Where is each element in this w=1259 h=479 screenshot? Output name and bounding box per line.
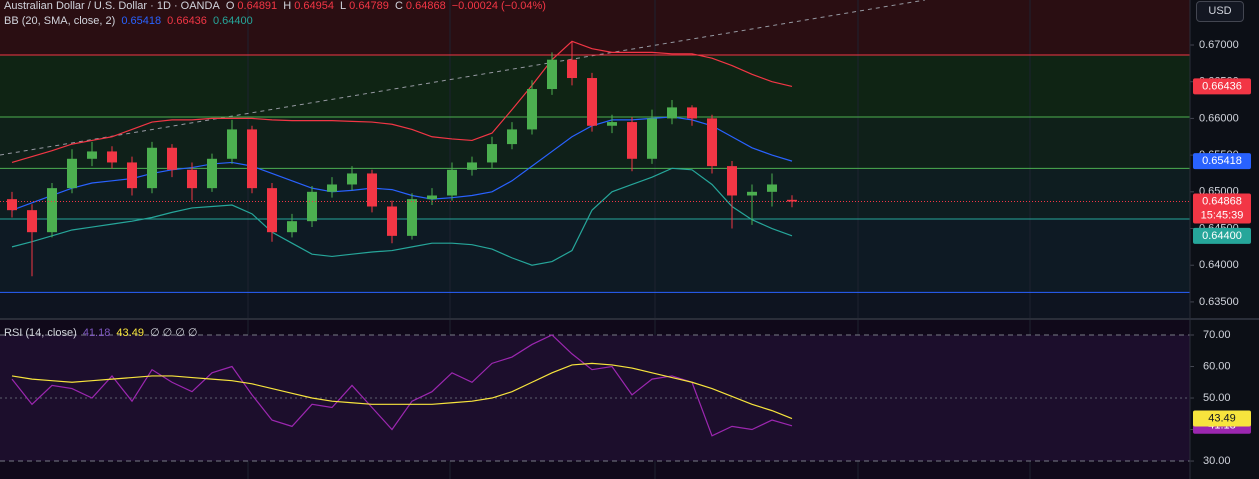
bb-value: 0.66436 — [167, 15, 207, 27]
candle-body — [787, 199, 797, 202]
ohlc-value: 0.64868 — [405, 0, 446, 12]
ohlc-label: H — [283, 0, 292, 12]
ohlc-value: 0.64789 — [349, 0, 389, 12]
y-tick-label: 70.00 — [1203, 329, 1231, 341]
ohlc-label: L — [340, 0, 347, 12]
candle-body — [647, 118, 657, 159]
candle-body — [187, 169, 197, 189]
series-badge-bg — [1193, 410, 1251, 427]
bb-value: 0.65418 — [121, 15, 162, 27]
rsi-legend: RSI (14, close) 41.18 43.49 ∅ ∅ ∅ ∅ — [4, 326, 201, 339]
currency-button[interactable]: USD — [1196, 1, 1244, 22]
y-tick-label: 60.00 — [1203, 360, 1231, 372]
indicator-line — [11, 362, 793, 420]
bb-legend: BB (20, SMA, close, 2) 0.65418 0.66436 0… — [4, 15, 256, 27]
series-badge-bg — [1193, 78, 1251, 95]
rsi-title: RSI (14, close) — [4, 327, 77, 339]
candle-body — [427, 195, 437, 200]
candle-body — [147, 147, 157, 189]
candle-body — [547, 59, 557, 90]
y-tick-label: 0.64000 — [1199, 259, 1239, 271]
candle-body — [567, 59, 577, 79]
candle-body — [287, 221, 297, 233]
candle-body — [227, 129, 237, 159]
y-tick-label: 0.66000 — [1199, 112, 1239, 124]
price-badge-bg — [1193, 193, 1251, 224]
candle-body — [387, 206, 397, 236]
series-badge: 0.66436 — [1202, 80, 1242, 92]
y-tick-label: 0.67000 — [1199, 39, 1239, 51]
level-zone — [0, 0, 1190, 56]
candle-body — [307, 191, 317, 222]
pane-bg — [0, 292, 1190, 318]
ohlc-label: C — [394, 0, 403, 12]
level-zone — [0, 168, 1190, 219]
y-tick-label: 30.00 — [1203, 455, 1231, 467]
candle-body — [107, 151, 117, 163]
candle-body — [507, 129, 517, 145]
rsi-value: 41.18 — [82, 327, 111, 339]
candle-body — [347, 173, 357, 185]
series-badge-bg — [1193, 153, 1251, 170]
candle-body — [207, 158, 217, 189]
candle-body — [67, 158, 77, 189]
candle-body — [467, 162, 477, 170]
bb-title: BB (20, SMA, close, 2) — [4, 15, 116, 27]
candle-body — [747, 191, 757, 196]
candle-body — [47, 188, 57, 233]
level-zone — [0, 218, 1190, 293]
symbol-header: Australian Dollar / U.S. Dollar · 1D · O… — [4, 0, 549, 12]
series-badge: 0.64400 — [1202, 230, 1242, 242]
ohlc-label: O — [225, 0, 235, 12]
indicator-line — [11, 167, 793, 266]
series-badge: 0.65418 — [1202, 155, 1242, 167]
candle-body — [127, 162, 137, 189]
candle-body — [587, 78, 597, 126]
series-badge-bg — [1193, 227, 1251, 244]
candle-body — [627, 122, 637, 159]
countdown: 15:45:39 — [1201, 209, 1244, 221]
candle-body — [707, 118, 717, 167]
candle-body — [687, 107, 697, 119]
indicator-line — [11, 40, 793, 164]
candle-body — [727, 166, 737, 196]
y-tick-label: 50.00 — [1203, 392, 1231, 404]
bb-value: 0.64400 — [212, 15, 253, 27]
candle-body — [527, 89, 537, 130]
candle-body — [767, 184, 777, 192]
indicator-line — [11, 116, 793, 211]
indicator-line — [11, 334, 793, 437]
y-tick-label: 0.63500 — [1199, 296, 1239, 308]
candle-body — [367, 173, 377, 207]
ohlc-value: 0.64954 — [294, 0, 334, 12]
candle-body — [487, 144, 497, 163]
candle-body — [407, 199, 417, 236]
candle-body — [607, 122, 617, 126]
rsi-extra: ∅ ∅ ∅ ∅ — [150, 327, 198, 339]
ohlc-value: 0.64891 — [237, 0, 278, 12]
candle-body — [447, 169, 457, 196]
candle-body — [667, 107, 677, 119]
candle-body — [267, 188, 277, 233]
candle-body — [247, 129, 257, 189]
candle-body — [167, 147, 177, 170]
candle-body — [327, 184, 337, 192]
series-badge: 43.49 — [1208, 412, 1236, 424]
price-badge: 0.64868 — [1202, 195, 1242, 207]
change: −0.00024 (−0.04%) — [451, 0, 546, 12]
candle-body — [27, 210, 37, 233]
candle-body — [87, 151, 97, 159]
rsi-value: 43.49 — [116, 327, 144, 339]
symbol: Australian Dollar / U.S. Dollar · 1D · O… — [4, 0, 220, 12]
candle-body — [7, 199, 17, 211]
